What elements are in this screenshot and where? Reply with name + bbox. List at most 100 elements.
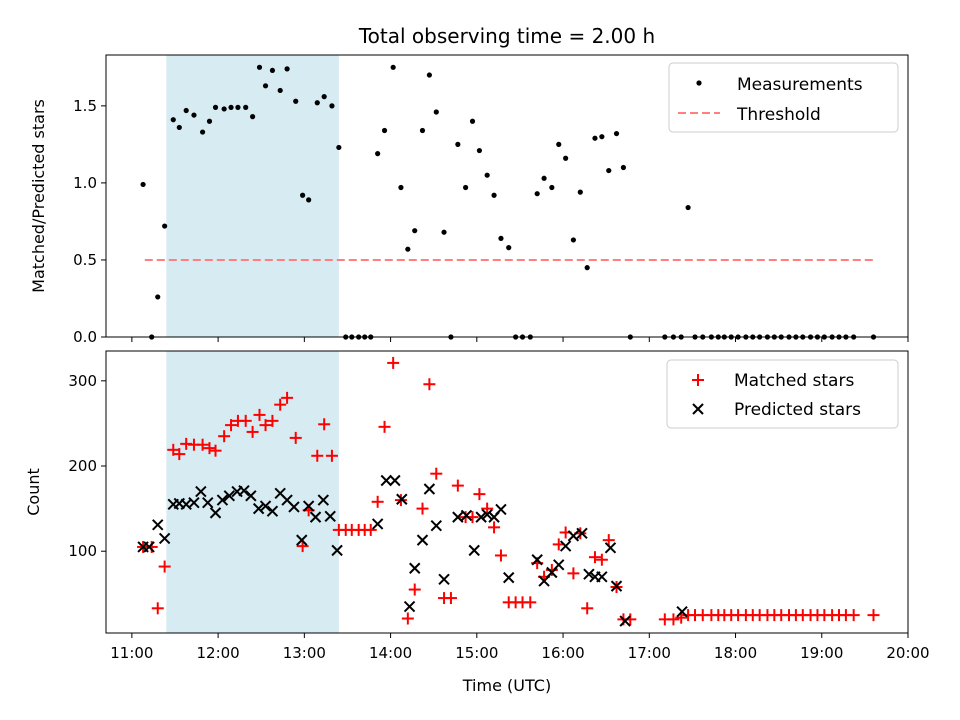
predicted-star-point [202,496,214,509]
matched-star-point [481,502,494,515]
predicted-star-point [619,615,631,627]
predicted-star-point [259,500,272,512]
predicted-star-point [252,502,265,515]
top-ytick-label: 1.0 [73,174,97,192]
measurement-point [321,94,327,100]
measurement-point [314,100,320,106]
measurement-point [140,181,146,188]
matched-star-point [588,551,601,564]
top-ytick-label: 0.5 [73,251,97,269]
predicted-star-point [245,490,257,502]
matched-stars-points [137,356,880,626]
legend-predicted-label: Predicted stars [734,400,861,420]
xtick-label: 12:00 [196,644,239,662]
predicted-star-point [416,534,429,546]
predicted-star-point [396,493,408,505]
matched-star-point [218,430,231,443]
matched-star-point [266,414,279,427]
predicted-star-point [567,530,580,542]
measurement-point [300,192,306,198]
top-ytick-label: 1.5 [73,97,97,115]
measurement-point [541,175,547,181]
bottom-y-axis-label: Count [24,468,43,516]
measurement-point [284,66,290,72]
measurement-point [613,130,620,137]
predicted-star-point [309,511,322,523]
predicted-star-point [389,474,401,487]
matched-star-point [401,612,414,625]
matched-star-point [416,502,429,515]
predicted-star-point [409,562,421,574]
measurement-point [577,189,583,195]
matched-star-point [196,438,209,451]
xtick-label: 15:00 [455,644,498,662]
figure-title: Total observing time = 2.00 h [358,24,655,48]
matched-star-point [867,609,880,622]
matched-star-point [364,523,377,536]
predicted-star-point [296,534,308,546]
measurement-point [162,223,168,229]
measurement-point [306,197,312,203]
matched-star-point [167,443,180,456]
predicted-star-point [583,568,595,580]
top-y-axis-label: Matched/Predicted stars [29,99,48,293]
matched-star-point [209,444,222,457]
measurement-point [381,127,388,134]
predicted-star-point [604,542,617,554]
measurement-point [469,118,476,124]
measurement-point [570,237,577,243]
matched-star-point [253,408,266,421]
predicted-star-point [403,600,416,613]
xtick-label: 18:00 [714,644,757,662]
measurement-point [491,192,497,198]
predicted-star-point [503,571,515,584]
matched-star-point [444,592,457,605]
matched-star-point [311,449,324,462]
predicted-star-point [610,580,623,592]
predicted-star-point [380,474,392,487]
matched-star-point [581,602,594,615]
predicted-star-point [209,507,222,519]
measurement-point [293,98,299,104]
measurement-point [412,228,418,234]
measurement-point [155,294,161,300]
measurement-point [206,118,213,124]
bottom-observing-window-shade [166,351,339,633]
measurement-point [606,167,612,174]
measurement-point [506,245,512,251]
legend-measurement-marker [696,80,702,86]
measurement-point [599,134,605,140]
matched-star-point [318,418,331,431]
predicted-star-point [495,503,507,516]
matched-star-point [173,448,186,461]
x-axis-label: Time (UTC) [462,676,551,695]
measurement-point [228,104,234,110]
measurement-point [329,103,335,109]
matched-star-point [325,449,338,462]
matched-star-point [524,596,537,609]
predicted-star-point [423,483,436,495]
bottom-legend-box [666,359,899,429]
measurement-point [405,246,411,252]
predicted-star-point [158,532,171,545]
measurement-point [375,151,381,157]
xtick-label: 19:00 [800,644,843,662]
measurement-point [170,117,176,123]
measurement-point [419,127,426,134]
measurement-point [620,164,627,171]
predicted-star-point [331,544,343,557]
top-legend: Measurements Threshold [668,62,899,133]
measurement-point [433,109,439,115]
predicted-star-point [143,541,155,553]
matched-star-point [847,609,860,622]
predicted-star-point [302,500,315,512]
predicted-star-point [531,554,543,566]
measurement-point [390,64,396,70]
predicted-star-point [152,519,164,531]
measurement-point [262,83,269,89]
predicted-star-point [468,544,480,557]
matched-star-point [488,521,501,534]
measurement-point [243,104,249,110]
measurement-point [212,104,219,110]
